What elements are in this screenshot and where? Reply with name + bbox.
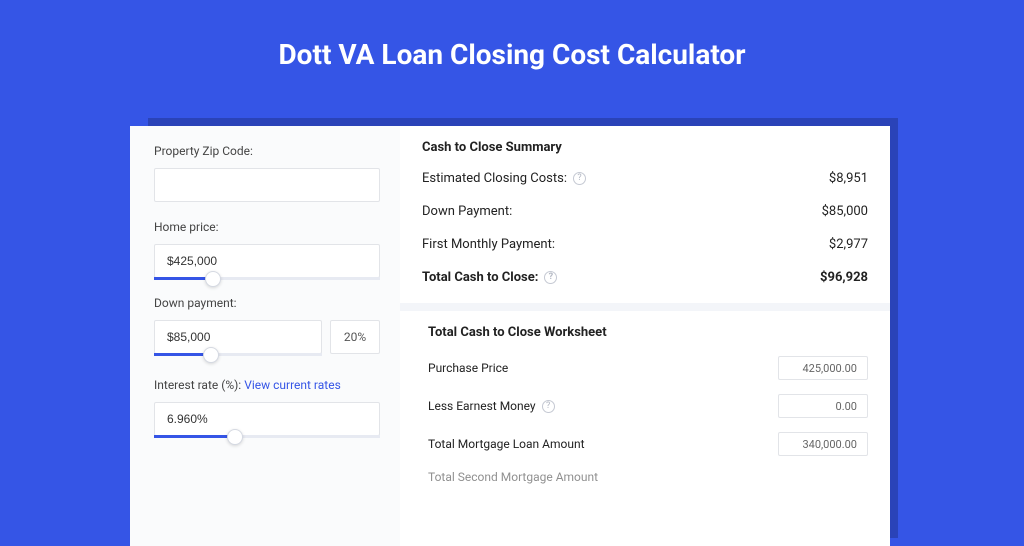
summary-total-label: Total Cash to Close: [422, 270, 538, 285]
slider-thumb[interactable] [203, 347, 219, 363]
summary-title: Cash to Close Summary [422, 140, 868, 155]
worksheet-row-value[interactable]: 0.00 [778, 394, 868, 418]
home-price-label: Home price: [154, 220, 380, 234]
help-icon[interactable]: ? [573, 172, 586, 185]
down-payment-group: Down payment: 20% [154, 296, 380, 354]
zip-label: Property Zip Code: [154, 144, 380, 158]
zip-field-group: Property Zip Code: [154, 144, 380, 202]
worksheet-row: Purchase Price 425,000.00 [422, 356, 868, 380]
calculator-card: Property Zip Code: Home price: Down paym… [130, 126, 890, 546]
zip-input[interactable] [154, 168, 380, 202]
summary-panel: Cash to Close Summary Estimated Closing … [400, 126, 890, 546]
section-divider [400, 303, 890, 311]
summary-total-row: Total Cash to Close: ? $96,928 [422, 270, 868, 285]
down-payment-slider[interactable] [154, 320, 322, 354]
summary-row: Down Payment: $85,000 [422, 204, 868, 219]
interest-rate-input[interactable] [154, 402, 380, 436]
down-payment-input[interactable] [154, 320, 322, 354]
summary-row-value: $8,951 [829, 171, 868, 186]
help-icon[interactable]: ? [542, 400, 555, 413]
summary-row-label: Down Payment: [422, 204, 512, 219]
summary-row-label: First Monthly Payment: [422, 237, 555, 252]
page-title: Dott VA Loan Closing Cost Calculator [0, 0, 1024, 99]
summary-row-label: Estimated Closing Costs: [422, 171, 567, 186]
worksheet-row-label: Purchase Price [428, 361, 508, 375]
view-rates-link[interactable]: View current rates [244, 378, 341, 392]
home-price-slider[interactable] [154, 244, 380, 278]
summary-row: Estimated Closing Costs:? $8,951 [422, 171, 868, 186]
summary-total-value: $96,928 [820, 270, 868, 285]
slider-fill [154, 277, 213, 280]
worksheet-row-partial: Total Second Mortgage Amount [422, 470, 868, 484]
help-icon[interactable]: ? [544, 271, 557, 284]
slider-thumb[interactable] [205, 271, 221, 287]
input-panel: Property Zip Code: Home price: Down paym… [130, 126, 400, 546]
home-price-input[interactable] [154, 244, 380, 278]
summary-row-value: $85,000 [822, 204, 868, 219]
summary-row: First Monthly Payment: $2,977 [422, 237, 868, 252]
worksheet-row: Total Mortgage Loan Amount 340,000.00 [422, 432, 868, 456]
worksheet-partial-label: Total Second Mortgage Amount [428, 470, 598, 484]
worksheet-row: Less Earnest Money? 0.00 [422, 394, 868, 418]
slider-thumb[interactable] [227, 429, 243, 445]
down-payment-label: Down payment: [154, 296, 380, 310]
interest-rate-slider[interactable] [154, 402, 380, 436]
worksheet-row-value[interactable]: 340,000.00 [778, 432, 868, 456]
interest-rate-label: Interest rate (%): [154, 378, 241, 392]
worksheet-title: Total Cash to Close Worksheet [422, 325, 868, 340]
worksheet-row-label: Total Mortgage Loan Amount [428, 437, 585, 451]
home-price-group: Home price: [154, 220, 380, 278]
down-payment-percent[interactable]: 20% [330, 320, 380, 354]
summary-row-value: $2,977 [829, 237, 868, 252]
interest-rate-group: Interest rate (%): View current rates [154, 378, 380, 436]
worksheet-row-value[interactable]: 425,000.00 [778, 356, 868, 380]
worksheet-row-label: Less Earnest Money [428, 399, 536, 413]
slider-fill [154, 435, 235, 438]
